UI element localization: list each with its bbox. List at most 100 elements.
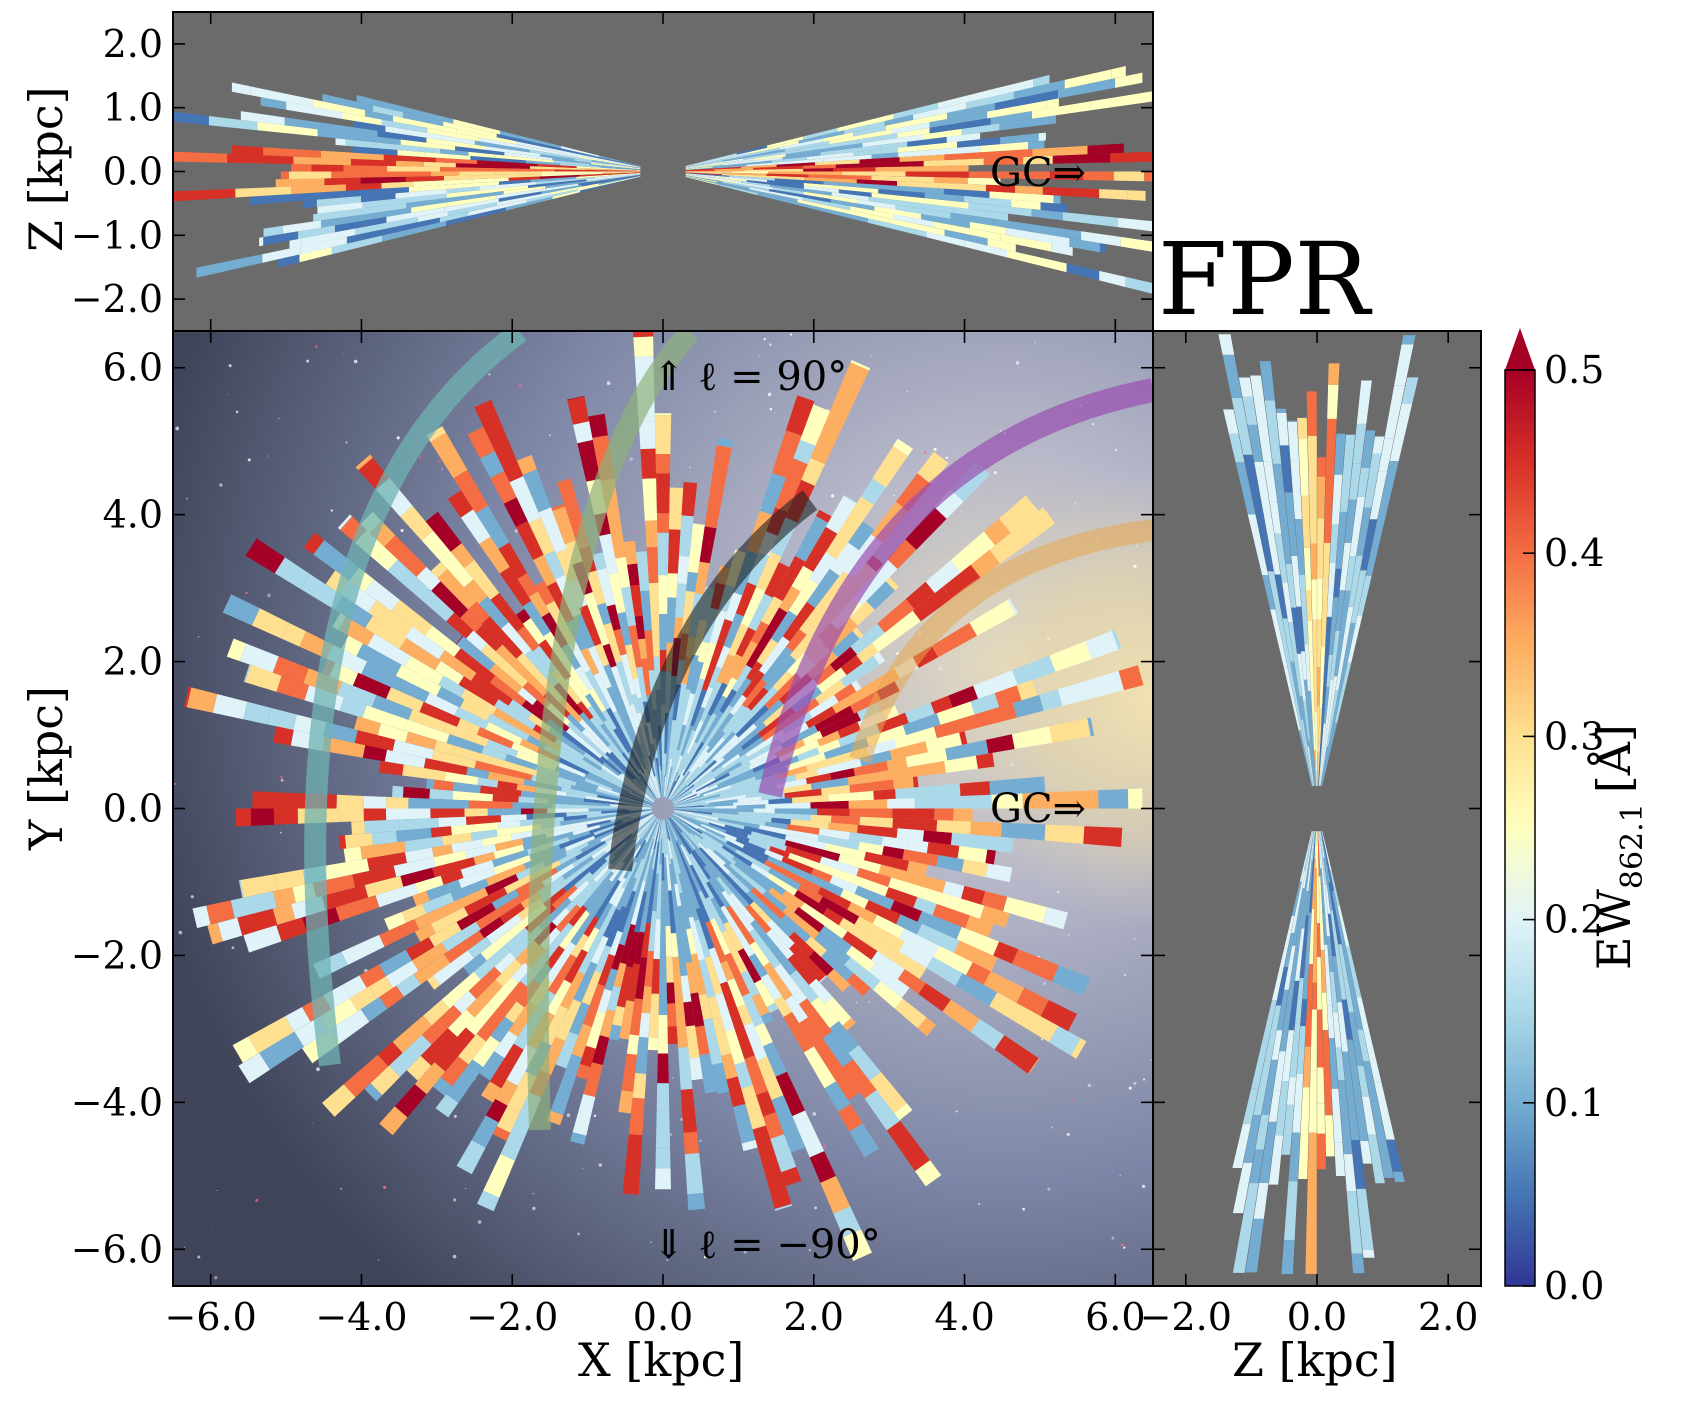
zy-bin — [1317, 1067, 1325, 1104]
xy-bin — [771, 1095, 800, 1139]
xy-bin — [650, 613, 660, 657]
xy-bin — [667, 694, 675, 736]
xy-bin — [404, 847, 434, 863]
zy-bin — [1386, 1139, 1403, 1172]
xy-bin — [704, 489, 724, 529]
xy-bin — [671, 815, 704, 840]
xy-bin — [597, 988, 612, 1014]
xy-bin — [574, 761, 612, 783]
xy-bin — [806, 568, 840, 608]
star — [1091, 423, 1095, 426]
star — [231, 946, 235, 950]
star — [1136, 545, 1138, 547]
xy-bin — [735, 837, 766, 854]
xz-bin — [440, 167, 497, 172]
xy-bin — [603, 664, 625, 708]
xy-bin — [878, 864, 906, 881]
xy-bin — [843, 1229, 872, 1261]
xy-bin — [1039, 689, 1063, 711]
xz-bin — [257, 121, 318, 137]
xy-bin — [547, 798, 587, 806]
xy-bin — [641, 986, 652, 1014]
xy-bin — [588, 808, 627, 812]
xy-bin — [740, 587, 766, 627]
xy-bin — [564, 835, 595, 852]
xy-bin — [1003, 896, 1047, 924]
zy-bin — [1340, 453, 1354, 512]
xz-bin — [1032, 101, 1091, 119]
xy-bin — [368, 600, 413, 638]
xy-bin — [817, 730, 841, 747]
xy-bin — [606, 686, 629, 730]
xy-bin — [634, 858, 644, 879]
xz-bin — [240, 111, 285, 126]
xz-bin — [443, 174, 493, 181]
xz-bin — [550, 183, 599, 195]
star — [532, 1192, 535, 1195]
xy-bin — [379, 1121, 395, 1136]
xz-bin — [498, 191, 542, 202]
xz-bin — [231, 145, 264, 156]
xy-bin — [842, 931, 878, 960]
xy-bin — [551, 885, 578, 910]
xy-bin — [379, 919, 420, 947]
xy-bin — [669, 817, 693, 853]
xy-bin — [745, 904, 772, 934]
star — [961, 511, 963, 512]
star — [278, 417, 280, 420]
xy-bin — [815, 509, 832, 523]
xz-bin — [842, 171, 906, 177]
xy-bin — [660, 913, 666, 951]
xz-bin — [372, 105, 403, 118]
star — [669, 1133, 673, 1136]
xy-bin — [630, 584, 643, 617]
xz-bin — [1110, 151, 1153, 163]
xy-bin — [647, 766, 660, 798]
y-axis-label: Y [kpc] — [19, 686, 73, 851]
xz-bin — [447, 202, 497, 216]
xz-bin — [1049, 115, 1056, 125]
xy-bin — [467, 936, 492, 959]
xz-bin — [343, 165, 387, 172]
xy-bin — [620, 692, 633, 717]
xy-bin — [668, 818, 692, 855]
xy-bin — [894, 1103, 913, 1121]
zy-bin — [1344, 499, 1357, 543]
xz-bin — [808, 174, 872, 180]
xy-bin — [274, 869, 306, 891]
xz-bin — [723, 147, 781, 161]
zy-bin — [1301, 891, 1309, 929]
xy-bin — [499, 566, 532, 607]
xy-bin — [819, 712, 861, 738]
xz-bin — [345, 139, 390, 150]
xz-bin — [1011, 199, 1041, 210]
xz-bin — [871, 192, 934, 205]
xy-bin — [822, 1031, 854, 1067]
xy-bin — [695, 772, 730, 792]
xz-bin — [472, 177, 509, 184]
xz-bin — [374, 207, 412, 219]
xy-bin — [355, 454, 373, 471]
xy-bin — [652, 873, 659, 912]
xy-bin — [697, 810, 739, 815]
zy-bin — [1328, 882, 1342, 945]
xy-bin — [430, 826, 452, 838]
xy-bin — [608, 930, 623, 957]
xy-bin — [472, 1035, 501, 1068]
xy-bin — [624, 644, 639, 679]
zy-bin — [1235, 462, 1256, 515]
xy-bin — [671, 783, 693, 802]
x-tick-label: −4.0 — [315, 1295, 407, 1339]
xy-bin — [485, 1099, 508, 1123]
xy-bin — [609, 1024, 622, 1041]
xy-bin — [335, 895, 380, 921]
star — [1043, 981, 1047, 986]
xy-bin — [585, 815, 624, 825]
xy-bin — [823, 400, 852, 434]
xy-bin — [876, 712, 909, 733]
xy-bin — [599, 1009, 616, 1038]
xy-bin — [770, 945, 797, 976]
xy-bin — [840, 889, 869, 909]
xy-bin — [672, 814, 703, 835]
xy-bin — [774, 963, 808, 1005]
